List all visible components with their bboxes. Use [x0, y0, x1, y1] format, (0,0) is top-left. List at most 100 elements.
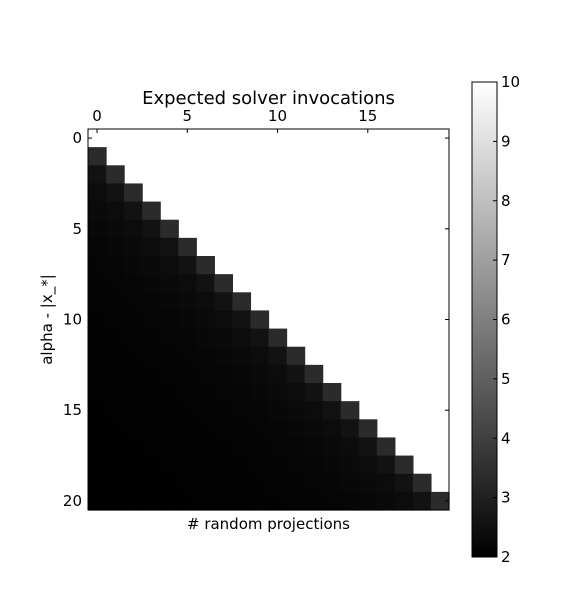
x-tick-label: 5	[183, 107, 193, 125]
heatmap-cell	[124, 237, 143, 257]
heatmap-cell	[142, 491, 161, 511]
heatmap-cell	[124, 274, 143, 293]
heatmap-cell	[160, 256, 179, 275]
x-tick-label: 10	[268, 107, 287, 125]
heatmap-cell	[268, 401, 288, 420]
heatmap-cell	[232, 328, 252, 348]
heatmap-cell	[124, 401, 143, 420]
heatmap-cell	[106, 473, 125, 493]
colorbar-tick-label: 2	[501, 548, 511, 566]
heatmap-cell	[232, 401, 252, 420]
heatmap-cell	[160, 274, 179, 293]
heatmap-cell	[376, 437, 396, 457]
heatmap-cell	[196, 383, 215, 402]
heatmap-cells	[88, 147, 450, 511]
heatmap-cell	[286, 401, 306, 420]
heatmap-cell	[178, 419, 197, 439]
heatmap-cell	[196, 346, 215, 366]
y-tick-label: 10	[63, 311, 82, 329]
heatmap-cell	[214, 310, 233, 330]
heatmap-cell	[214, 383, 233, 402]
heatmap-cell	[178, 292, 197, 312]
heatmap-cell	[196, 491, 215, 511]
heatmap-cell	[214, 455, 233, 475]
heatmap-cell	[322, 419, 342, 439]
heatmap-cell	[88, 237, 107, 257]
heatmap-cell	[142, 274, 161, 293]
heatmap-cell	[178, 237, 197, 257]
heatmap-cell	[178, 328, 197, 348]
heatmap-cell	[232, 437, 252, 457]
heatmap-cell	[232, 310, 252, 330]
heatmap-cell	[178, 256, 197, 275]
heatmap-cell	[322, 437, 342, 457]
heatmap-cell	[232, 346, 252, 366]
heatmap-cell	[250, 346, 270, 366]
heatmap-cell	[160, 292, 179, 312]
heatmap-cell	[286, 419, 306, 439]
heatmap-cell	[124, 419, 143, 439]
heatmap-cell	[268, 346, 288, 366]
heatmap-cell	[160, 473, 179, 493]
heatmap-cell	[214, 364, 233, 384]
heatmap-cell	[178, 364, 197, 384]
heatmap-cell	[376, 491, 396, 511]
heatmap-cell	[160, 455, 179, 475]
heatmap-cell	[160, 419, 179, 439]
heatmap-cell	[142, 419, 161, 439]
heatmap-cell	[142, 346, 161, 366]
heatmap-cell	[376, 473, 396, 493]
heatmap-cell	[142, 256, 161, 275]
heatmap-cell	[214, 437, 233, 457]
heatmap-cell	[106, 183, 125, 203]
heatmap-cell	[106, 364, 125, 384]
heatmap-cell	[232, 419, 252, 439]
heatmap-cell	[268, 473, 288, 493]
heatmap-cell	[268, 328, 288, 348]
heatmap-cell	[358, 473, 378, 493]
heatmap-cell	[124, 455, 143, 475]
heatmap-cell	[340, 491, 360, 511]
heatmap-cell	[214, 473, 233, 493]
heatmap-cell	[106, 201, 125, 221]
heatmap-cell	[178, 346, 197, 366]
heatmap-cell	[160, 364, 179, 384]
heatmap-cell	[304, 491, 324, 511]
heatmap-cell	[106, 310, 125, 330]
heatmap-cell	[214, 292, 233, 312]
heatmap-cell	[304, 455, 324, 475]
heatmap-cell	[142, 401, 161, 420]
heatmap-cell	[142, 437, 161, 457]
heatmap-cell	[142, 455, 161, 475]
x-axis-ticks: 0 5 10 15	[92, 107, 377, 510]
heatmap-cell	[106, 491, 125, 511]
colorbar-tick-label: 8	[501, 192, 511, 210]
heatmap-cell	[250, 401, 270, 420]
heatmap-cell	[412, 473, 432, 493]
y-tick-label: 5	[72, 220, 82, 238]
heatmap-cell	[106, 401, 125, 420]
heatmap-cell	[286, 383, 306, 402]
heatmap-cell	[142, 473, 161, 493]
heatmap-cell	[124, 346, 143, 366]
y-axis-label: alpha - |x_*|	[38, 274, 57, 365]
heatmap-cell	[250, 310, 270, 330]
heatmap-cell	[106, 256, 125, 275]
heatmap-cell	[106, 274, 125, 293]
heatmap-cell	[196, 310, 215, 330]
heatmap-cell	[160, 491, 179, 511]
heatmap-cell	[160, 346, 179, 366]
heatmap-cell	[340, 455, 360, 475]
heatmap-cell	[160, 437, 179, 457]
heatmap-cell	[250, 437, 270, 457]
heatmap-cell	[214, 401, 233, 420]
heatmap-cell	[124, 292, 143, 312]
heatmap-cell	[394, 473, 414, 493]
heatmap-cell	[88, 437, 107, 457]
heatmap-cell	[142, 237, 161, 257]
heatmap-cell	[106, 328, 125, 348]
colorbar-tick-label: 5	[501, 370, 511, 388]
heatmap-cell	[196, 256, 215, 275]
heatmap-cell	[160, 401, 179, 420]
